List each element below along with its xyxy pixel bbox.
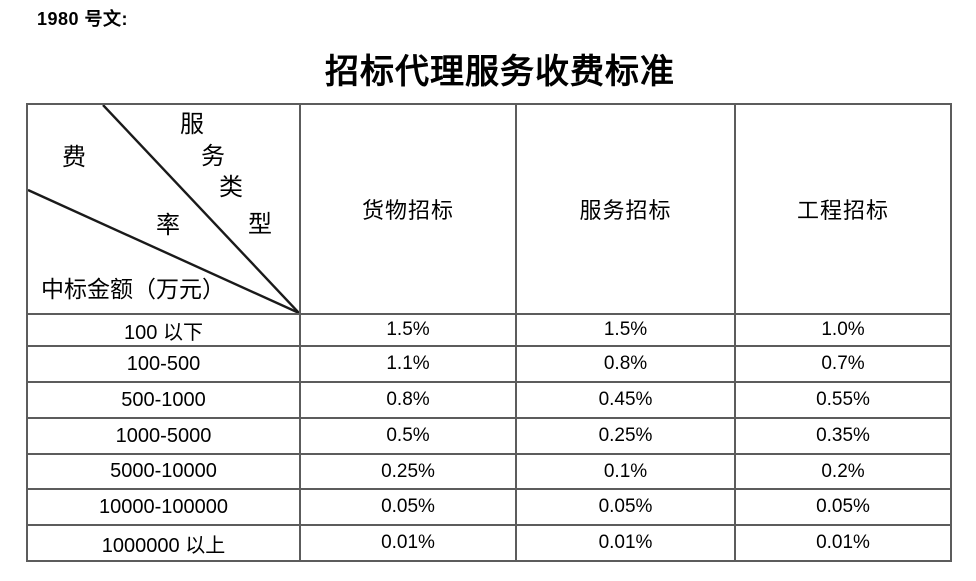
fee-value-works: 0.01% [734, 524, 952, 562]
fee-value-services: 0.1% [515, 453, 736, 490]
fee-value-services: 1.5% [515, 313, 736, 347]
fee-value-works: 0.2% [734, 453, 952, 490]
fee-value-goods: 1.1% [299, 345, 517, 383]
corner-type-char: 服 [180, 112, 204, 138]
corner-type-char: 类 [219, 175, 243, 201]
fee-value-services: 0.05% [515, 488, 736, 526]
row-amount-label: 100-500 [26, 345, 301, 383]
row-amount-label: 500-1000 [26, 381, 301, 419]
table-row: 100 以下 1.5% 1.5% 1.0% [26, 313, 952, 347]
fee-value-works: 0.35% [734, 417, 952, 455]
row-amount-label: 10000-100000 [26, 488, 301, 526]
fee-value-goods: 0.01% [299, 524, 517, 562]
fee-value-services: 0.8% [515, 345, 736, 383]
table-row: 1000000 以上 0.01% 0.01% 0.01% [26, 524, 952, 562]
fee-value-works: 1.0% [734, 313, 952, 347]
column-header-works: 工程招标 [734, 103, 952, 315]
row-amount-label: 100 以下 [26, 313, 301, 347]
fee-value-goods: 0.25% [299, 453, 517, 490]
row-amount-label: 5000-10000 [26, 453, 301, 490]
column-header-goods: 货物招标 [299, 103, 517, 315]
corner-header-cell: 服 务 类 型 费 率 中标金额（万元） [26, 103, 301, 315]
corner-type-char: 型 [248, 212, 272, 238]
page-title: 招标代理服务收费标准 [325, 54, 675, 91]
fee-value-works: 0.7% [734, 345, 952, 383]
table-row: 100-500 1.1% 0.8% 0.7% [26, 345, 952, 383]
column-header-services: 服务招标 [515, 103, 736, 315]
fee-value-services: 0.25% [515, 417, 736, 455]
fee-table: 服 务 类 型 费 率 中标金额（万元） 货物招标 服务招标 工程招标 100 … [26, 103, 952, 562]
table-header-row: 服 务 类 型 费 率 中标金额（万元） 货物招标 服务招标 工程招标 [26, 103, 952, 315]
doc-number-label: 1980 号文: [37, 9, 129, 29]
corner-rate-char: 率 [156, 213, 180, 239]
fee-value-works: 0.55% [734, 381, 952, 419]
corner-rate-char: 费 [62, 145, 86, 171]
fee-value-services: 0.01% [515, 524, 736, 562]
fee-value-goods: 0.5% [299, 417, 517, 455]
table-row: 500-1000 0.8% 0.45% 0.55% [26, 381, 952, 419]
fee-value-goods: 0.05% [299, 488, 517, 526]
row-amount-label: 1000000 以上 [26, 524, 301, 562]
table-row: 5000-10000 0.25% 0.1% 0.2% [26, 453, 952, 490]
corner-type-char: 务 [201, 144, 225, 170]
diagonal-divider-lines-icon [29, 106, 298, 312]
corner-header-content: 服 务 类 型 费 率 中标金额（万元） [29, 106, 298, 312]
table-row: 10000-100000 0.05% 0.05% 0.05% [26, 488, 952, 526]
row-amount-label: 1000-5000 [26, 417, 301, 455]
fee-value-services: 0.45% [515, 381, 736, 419]
fee-value-goods: 0.8% [299, 381, 517, 419]
corner-amount-axis-label: 中标金额（万元） [41, 277, 225, 302]
table-row: 1000-5000 0.5% 0.25% 0.35% [26, 417, 952, 455]
fee-value-works: 0.05% [734, 488, 952, 526]
fee-value-goods: 1.5% [299, 313, 517, 347]
